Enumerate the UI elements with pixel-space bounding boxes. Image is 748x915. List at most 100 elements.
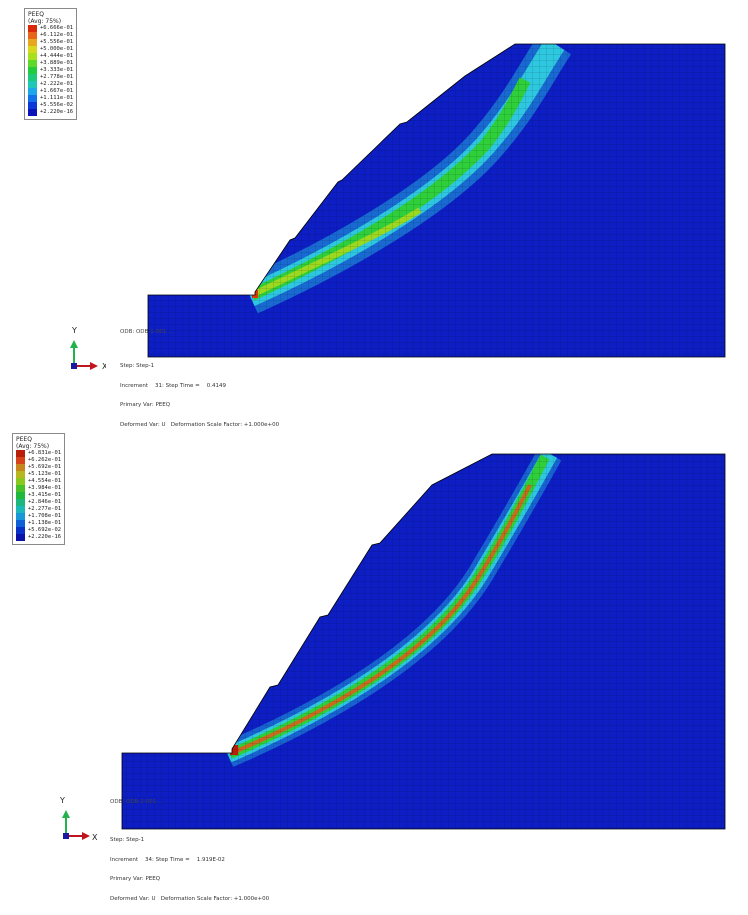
legend-entry: +1.111e-01 — [28, 95, 73, 102]
legend-value: +5.000e-01 — [40, 46, 74, 52]
contour-panel-1: Y X PEEQ (Avg: 75%) +6.666e-01 +6.112e-01… — [0, 0, 748, 428]
legend-entry: +6.666e-01 — [28, 25, 73, 32]
legend-entry: +2.220e-16 — [28, 109, 73, 116]
legend-entry: +2.220e-16 — [16, 534, 61, 541]
legend-entry: +6.831e-01 — [16, 450, 61, 457]
legend-entry: +3.889e-01 — [28, 60, 73, 67]
slope-mesh-plot-2 — [62, 453, 726, 840]
deformed-var-label-2: Deformed Var: U Deformation Scale Factor… — [110, 895, 270, 902]
step-caption-2: Step: Step-1 Increment 34: Step Time = 1… — [110, 824, 269, 915]
color-legend-2: PEEQ (Avg: 75%) +6.831e-01 +6.262e-01 +5.6… — [12, 433, 66, 545]
y-axis-label-1: Y — [71, 326, 77, 335]
legend-value: +3.984e-01 — [28, 485, 62, 491]
legend-value: +1.111e-01 — [40, 95, 74, 101]
legend-swatch — [16, 492, 25, 499]
primary-var-label-2: Primary Var: PEEQ — [110, 876, 161, 882]
legend-swatch — [16, 534, 25, 541]
legend-swatch — [16, 506, 25, 513]
legend-swatch — [28, 32, 37, 39]
legend-swatch — [28, 102, 37, 109]
legend-value: +1.138e-01 — [28, 520, 62, 526]
slope-body-2 — [121, 453, 726, 830]
legend-swatch — [16, 464, 25, 471]
slope-mesh-plot-1 — [70, 43, 726, 370]
legend-value: +5.556e-01 — [40, 39, 74, 45]
legend-swatch — [16, 520, 25, 527]
legend-title-2: PEEQ (Avg: 75%) — [16, 436, 50, 450]
legend-entry: +2.222e-01 — [28, 81, 73, 88]
legend-swatch — [28, 67, 37, 74]
increment-label-2: Increment 34: Step Time = 1.919E-02 — [110, 856, 225, 863]
legend-swatch — [16, 471, 25, 478]
axis-labels-2: Y X — [59, 796, 98, 842]
legend-swatch — [16, 478, 25, 485]
legend-entry: +3.415e-01 — [16, 492, 61, 499]
x-axis-label-1: X — [102, 362, 106, 371]
legend-entry: +2.778e-01 — [28, 74, 73, 81]
legend-swatch — [28, 109, 37, 116]
legend-swatch — [16, 485, 25, 492]
legend-entry: +5.123e-01 — [16, 471, 61, 478]
legend-swatch — [28, 74, 37, 81]
x-axis-label-2: X — [92, 833, 98, 842]
legend-swatch — [28, 95, 37, 102]
legend-swatch — [28, 39, 37, 46]
legend-entry: +4.554e-01 — [16, 478, 61, 485]
color-legend-1: PEEQ (Avg: 75%) +6.666e-01 +6.112e-01 +5.5… — [24, 8, 78, 120]
legend-value: +3.333e-01 — [40, 67, 74, 73]
legend-value: +2.846e-01 — [28, 499, 62, 505]
legend-value: +1.667e-01 — [40, 88, 74, 94]
odb-text-2: ODB: ODB-2-001 ... — [110, 799, 164, 805]
legend-value: +6.262e-01 — [28, 457, 62, 463]
legend-value: +2.220e-16 — [28, 534, 62, 540]
legend-entry: +5.692e-01 — [16, 464, 61, 471]
legend-entry: +1.708e-01 — [16, 513, 61, 520]
legend-entry: +3.333e-01 — [28, 67, 73, 74]
deformed-var-label-1: Deformed Var: U Deformation Scale Factor… — [120, 421, 280, 428]
legend-entry: +3.984e-01 — [16, 485, 61, 492]
legend-swatch — [16, 527, 25, 534]
legend-swatch — [28, 25, 37, 32]
primary-var-label-1: Primary Var: PEEQ — [120, 402, 171, 408]
legend-entry: +6.262e-01 — [16, 457, 61, 464]
legend-value: +5.692e-01 — [28, 464, 62, 470]
legend-value: +3.889e-01 — [40, 60, 74, 66]
legend-swatch — [28, 53, 37, 60]
axis-triad-2 — [62, 810, 90, 840]
legend-value: +6.831e-01 — [28, 450, 62, 456]
axis-triad-1 — [70, 340, 98, 370]
odb-text-1: ODB: ODB-1-001 ... — [120, 329, 174, 335]
legend-value: +2.220e-16 — [40, 109, 74, 115]
slope-body-1 — [147, 43, 726, 358]
legend-entry: +2.846e-01 — [16, 499, 61, 506]
legend-entry: +6.112e-01 — [28, 32, 73, 39]
step-label-2: Step: Step-1 — [110, 837, 145, 843]
legend-entry: +1.138e-01 — [16, 520, 61, 527]
legend-entry: +5.556e-02 — [28, 102, 73, 109]
legend-swatch — [16, 450, 25, 457]
legend-swatch — [28, 81, 37, 88]
legend-value: +6.666e-01 — [40, 25, 74, 31]
contour-panel-2: Y X PEEQ (Avg: 75%) +6.831e-01 +6.262e-01… — [0, 425, 748, 902]
legend-entry: +5.000e-01 — [28, 46, 73, 53]
legend-value: +1.708e-01 — [28, 513, 62, 519]
legend-value: +5.556e-02 — [40, 102, 74, 108]
legend-value: +3.415e-01 — [28, 492, 62, 498]
legend-entry: +2.277e-01 — [16, 506, 61, 513]
legend-swatch — [28, 60, 37, 67]
step-caption-1: Step: Step-1 Increment 31: Step Time = 0… — [120, 350, 279, 441]
legend-value: +2.778e-01 — [40, 74, 74, 80]
legend-entry: +5.556e-01 — [28, 39, 73, 46]
legend-value: +2.277e-01 — [28, 506, 62, 512]
legend-swatch — [28, 88, 37, 95]
step-label-1: Step: Step-1 — [120, 363, 155, 369]
legend-swatch — [16, 457, 25, 464]
legend-value: +6.112e-01 — [40, 32, 74, 38]
legend-entry: +4.444e-01 — [28, 53, 73, 60]
legend-entry: +1.667e-01 — [28, 88, 73, 95]
increment-label-1: Increment 31: Step Time = 0.4149 — [120, 382, 226, 389]
legend-entry: +5.692e-02 — [16, 527, 61, 534]
legend-title-1: PEEQ (Avg: 75%) — [28, 11, 62, 25]
legend-value: +4.444e-01 — [40, 53, 74, 59]
legend-value: +5.123e-01 — [28, 471, 62, 477]
